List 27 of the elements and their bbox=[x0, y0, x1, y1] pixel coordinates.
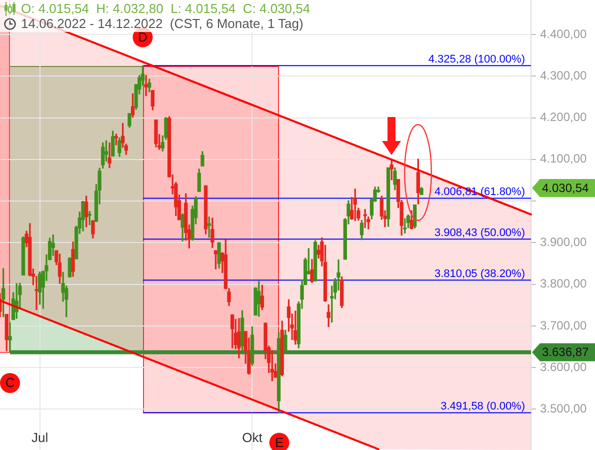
y-tick-label: 4.200,00 bbox=[540, 110, 588, 124]
y-tick-label: 4.400,00 bbox=[540, 26, 588, 41]
y-tick-label: 3.600,00 bbox=[540, 360, 588, 374]
annotation: D bbox=[138, 29, 148, 44]
ref-line-label: 4.325,28 (100.00%) bbox=[428, 54, 525, 66]
candlestick bbox=[144, 75, 148, 96]
y-tick-label: 3.500,00 bbox=[540, 402, 588, 416]
x-tick-label: Jul bbox=[32, 430, 48, 445]
y-tick-label: 3.800,00 bbox=[540, 276, 588, 291]
y-tick-label: 3.900,00 bbox=[540, 235, 588, 250]
candlestick bbox=[108, 142, 112, 168]
y-tick-label: 4.300,00 bbox=[540, 68, 588, 82]
candlestick bbox=[8, 322, 12, 353]
ref-line-label: 3.810,05 (38.20%) bbox=[434, 268, 525, 280]
text: 4.030,54 bbox=[542, 180, 590, 195]
candlestick bbox=[363, 209, 367, 228]
ref-line-label: 4.006,81 (61.80%) bbox=[434, 186, 525, 198]
annotation: E bbox=[274, 434, 284, 450]
text: 14.06.2022 - 14.12.2022 (CST, 6 Monate, 1 Tag) bbox=[21, 16, 304, 31]
x-tick-label: Okt bbox=[242, 430, 263, 445]
ref-line-label: 3.636,87 bbox=[542, 345, 590, 360]
y-tick-label: 4.100,00 bbox=[540, 152, 588, 166]
y-tick-label: 3.700,00 bbox=[540, 318, 588, 332]
annotation: C bbox=[5, 375, 15, 390]
ref-line-label: 3.491,58 (0.00%) bbox=[440, 400, 525, 413]
ref-line-label: 3.908,43 (50.00%) bbox=[434, 227, 525, 240]
chart-title: O: 4.015,54 H: 4.032,80 L: 4.015,54 C: 4.030,54 bbox=[21, 1, 310, 16]
